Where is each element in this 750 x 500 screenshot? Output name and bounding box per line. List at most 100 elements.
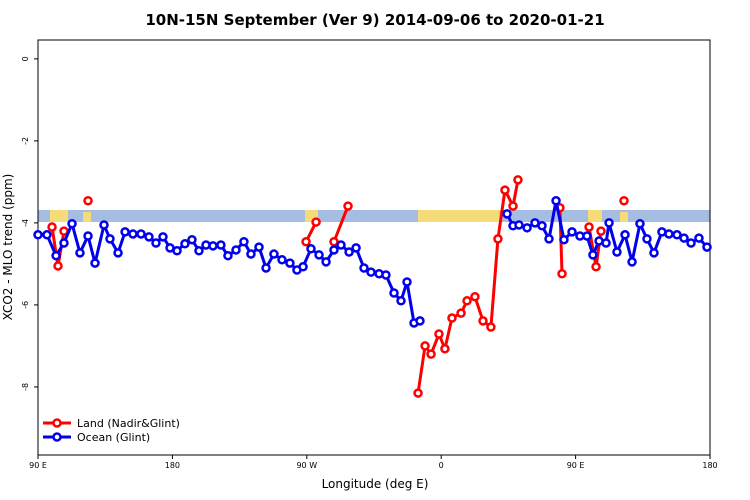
- point: [246, 249, 256, 259]
- point: [83, 231, 93, 241]
- point: [642, 234, 652, 244]
- point: [187, 234, 197, 245]
- point: [223, 250, 233, 261]
- point: [649, 248, 659, 258]
- point: [298, 262, 308, 272]
- point: [42, 230, 52, 240]
- point: [478, 316, 488, 326]
- point: [144, 232, 154, 242]
- point: [359, 263, 369, 273]
- point: [158, 232, 168, 242]
- point: [612, 247, 622, 257]
- point: [321, 257, 331, 267]
- point: [635, 218, 645, 229]
- point: [672, 230, 682, 240]
- legend-marker: [52, 418, 62, 428]
- point: [514, 220, 524, 230]
- y-tick-label: -6: [21, 301, 30, 309]
- y-tick-label: -8: [21, 383, 30, 391]
- point: [584, 222, 594, 232]
- x-tick-label: 0: [439, 461, 444, 470]
- point: [47, 222, 57, 232]
- point: [604, 218, 614, 228]
- point: [508, 201, 518, 211]
- point: [254, 242, 264, 252]
- point: [311, 217, 321, 227]
- point: [172, 246, 182, 256]
- point: [151, 238, 161, 248]
- point: [67, 218, 77, 229]
- point: [456, 308, 466, 318]
- point: [551, 196, 561, 206]
- point: [336, 240, 346, 250]
- x-tick-label: 180: [165, 461, 180, 470]
- point: [113, 248, 123, 258]
- point: [544, 234, 554, 244]
- point: [470, 291, 480, 302]
- y-axis-label: XCO2 - MLO trend (ppm): [1, 174, 15, 321]
- point: [447, 313, 457, 323]
- point: [269, 249, 279, 259]
- x-tick-label: 90 E: [29, 461, 47, 470]
- point: [559, 234, 569, 245]
- point: [502, 209, 512, 219]
- y-tick-label: 0: [21, 56, 30, 61]
- land-patch: [620, 212, 628, 222]
- point: [329, 245, 339, 255]
- point: [434, 329, 444, 339]
- point: [588, 250, 598, 260]
- point: [343, 201, 353, 211]
- point: [285, 258, 295, 268]
- point: [389, 288, 399, 298]
- point: [216, 240, 226, 250]
- point: [664, 229, 674, 239]
- point: [120, 227, 130, 237]
- point: [128, 229, 138, 239]
- point: [500, 185, 510, 195]
- point: [702, 242, 712, 252]
- point: [596, 226, 606, 236]
- point: [231, 245, 241, 255]
- legend-label: Ocean (Glint): [77, 431, 150, 444]
- point: [537, 221, 547, 231]
- y-tick-label: -4: [21, 219, 30, 227]
- point: [99, 220, 109, 230]
- point: [619, 196, 629, 206]
- point: [522, 223, 532, 233]
- legend-marker: [52, 432, 62, 442]
- point: [351, 243, 361, 253]
- point: [567, 227, 577, 237]
- point: [261, 263, 271, 273]
- point: [402, 277, 412, 287]
- point: [679, 233, 689, 243]
- chart-title: 10N-15N September (Ver 9) 2014-09-06 to …: [145, 11, 604, 29]
- point: [462, 296, 472, 306]
- legend-label: Land (Nadir&Glint): [77, 417, 180, 430]
- point: [136, 229, 146, 239]
- point: [601, 238, 611, 248]
- x-axis-label: Longitude (deg E): [322, 477, 429, 491]
- point: [239, 237, 249, 247]
- land-strip: [38, 210, 710, 222]
- point: [53, 261, 63, 271]
- point: [420, 341, 430, 351]
- point: [208, 241, 218, 251]
- point: [557, 268, 567, 279]
- point: [513, 175, 523, 185]
- point: [486, 322, 496, 332]
- point: [90, 258, 100, 268]
- point: [694, 233, 704, 243]
- point: [180, 239, 190, 249]
- point: [396, 296, 406, 306]
- point: [75, 248, 85, 258]
- point: [591, 262, 601, 272]
- point: [440, 344, 450, 354]
- point: [426, 349, 436, 359]
- point: [620, 230, 630, 240]
- land-patch: [418, 210, 502, 222]
- point: [314, 250, 324, 260]
- point: [194, 246, 204, 256]
- point: [627, 257, 637, 267]
